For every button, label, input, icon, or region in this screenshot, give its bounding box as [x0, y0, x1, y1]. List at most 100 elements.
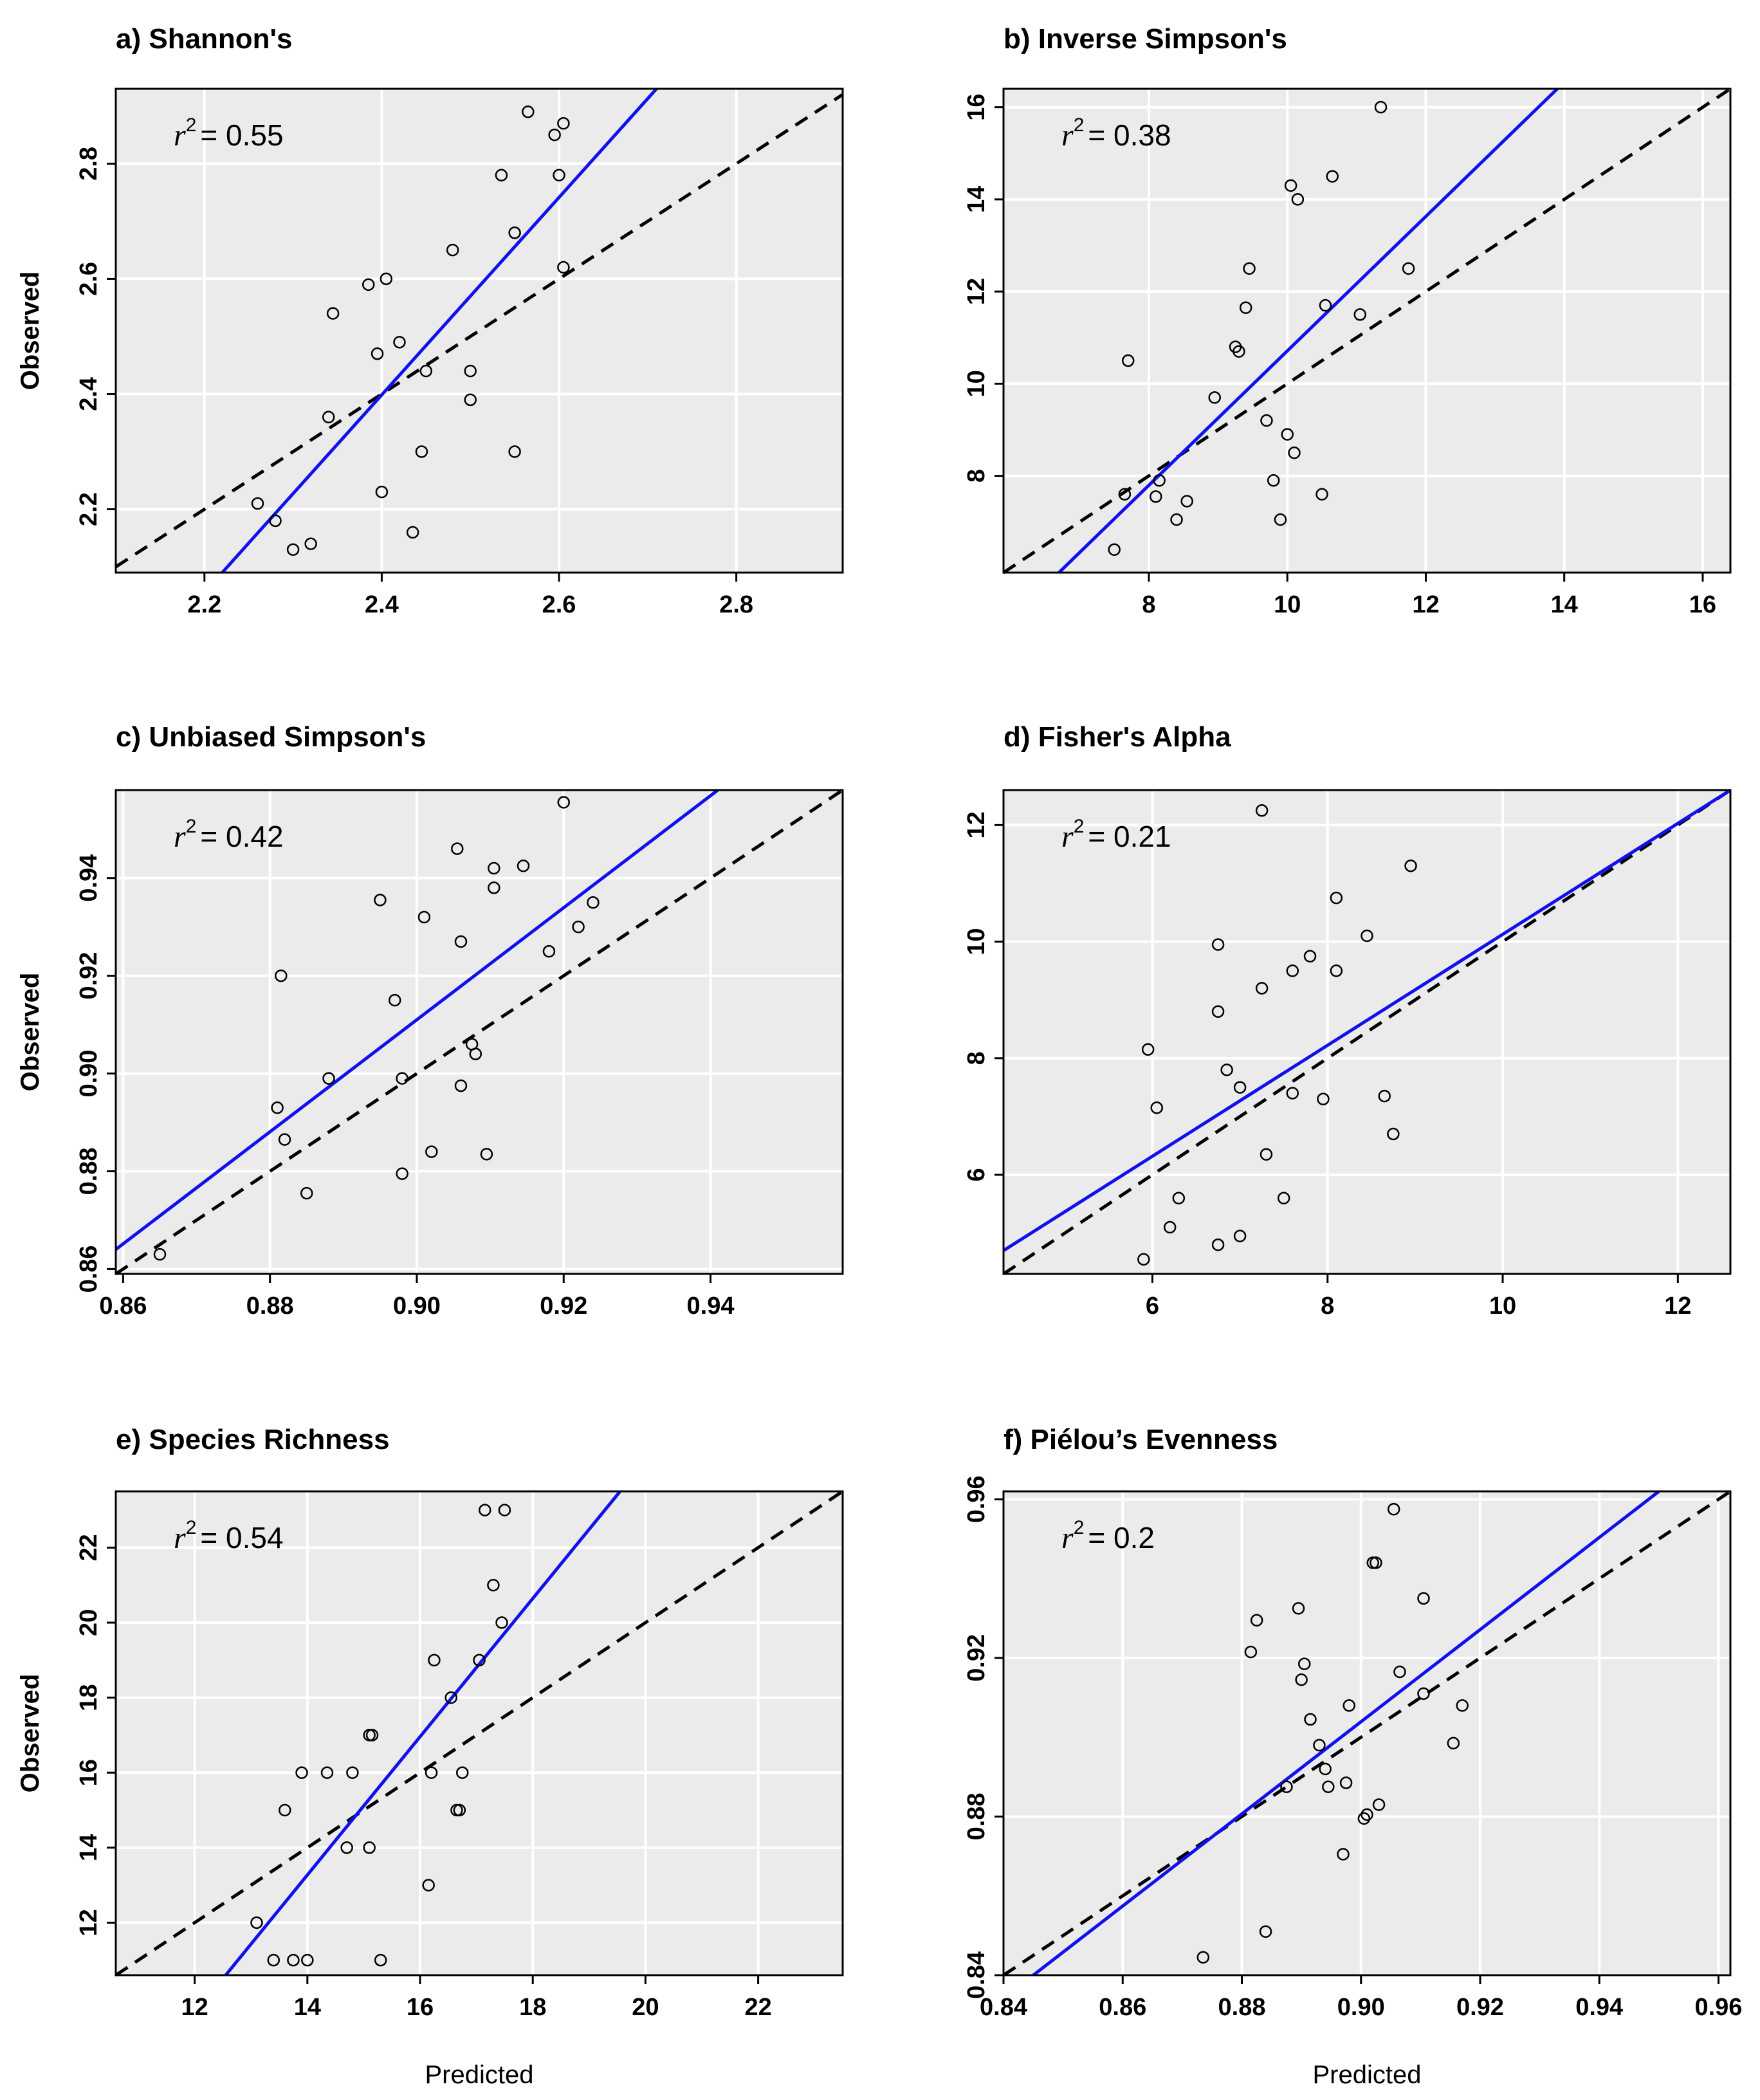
panel-f-x-tick-label-1: 0.86 — [1099, 1994, 1146, 2021]
panel-f-x-axis-label: Predicted — [1313, 2061, 1422, 2089]
panel-f-point-12 — [1337, 1848, 1350, 1861]
panel-c-y-tick-label-1: 0.88 — [75, 1148, 102, 1195]
panel-f-point-24 — [1456, 1699, 1469, 1712]
panel-c-point-0 — [153, 1248, 167, 1261]
panel-f-frame — [1002, 1490, 1732, 1976]
panel-c-point-20 — [517, 859, 530, 872]
panel-e-point-14 — [425, 1766, 438, 1779]
panel-c-r2-label: r2 = 0.42 — [174, 816, 284, 854]
panel-c-point-13 — [454, 935, 468, 948]
panel-c-point-3 — [278, 1133, 291, 1146]
panel-a-background — [116, 89, 843, 573]
panel-f-point-16 — [1361, 1808, 1373, 1821]
panel-b-y-tick-label-3: 14 — [963, 186, 990, 213]
panel-b-frame — [1002, 88, 1732, 574]
panel-a-point-22 — [553, 169, 565, 182]
panel-b-point-9 — [1233, 345, 1245, 358]
panel-b-point-11 — [1243, 262, 1256, 275]
panel-f-identity-line — [1002, 1489, 1732, 1977]
panel-a-point-6 — [362, 278, 375, 291]
panel-d-x-tick-label-0: 6 — [1146, 1293, 1159, 1320]
panel-b-point-12 — [1260, 414, 1273, 427]
panel-f-title: f) Piélou’s Evenness — [1004, 1424, 1278, 1455]
panel-d-point-12 — [1255, 804, 1269, 817]
panel-a-x-axis: 2.2 2.4 2.6 2.8 — [187, 573, 753, 618]
panel-a-title: a) Shannon's — [116, 23, 292, 55]
panel-e-x-tick-label-1: 14 — [294, 1994, 321, 2021]
panel-c-point-14 — [454, 1079, 468, 1092]
panel-f-x-axis: 0.84 0.86 0.88 0.90 0.92 0.94 0.96 — [980, 1975, 1742, 2021]
panel-d-point-17 — [1303, 950, 1317, 963]
panel-b-point-13 — [1267, 474, 1280, 487]
panel-b-r2-label: r2 = 0.38 — [1061, 115, 1171, 152]
panel-f-r2-label: r2 = 0.2 — [1061, 1517, 1155, 1555]
panel-b-point-21 — [1326, 170, 1339, 183]
panel-a-point-11 — [406, 526, 419, 539]
panel-f-x-tick-label-3: 0.90 — [1337, 1994, 1385, 2021]
panel-c-fit-line — [115, 789, 719, 1251]
panel-c-title: c) Unbiased Simpson's — [116, 721, 426, 753]
panel-d-y-axis: 6 8 10 12 — [963, 811, 1004, 1182]
panel-d-point-6 — [1211, 1005, 1225, 1018]
panel-b-point-7 — [1208, 391, 1221, 404]
panel-d-y-tick-label-0: 6 — [963, 1168, 990, 1181]
panel-b-x-tick-label-2: 12 — [1412, 591, 1439, 618]
panel-e-x-tick-label-5: 22 — [744, 1994, 771, 2021]
panel-c-point-6 — [374, 894, 387, 907]
panel-c-x-tick-label-0: 0.86 — [99, 1293, 147, 1320]
panel-a-point-10 — [393, 336, 406, 349]
panel-e-point-3 — [287, 1953, 300, 1967]
panel-e-fit-line — [224, 1490, 621, 1976]
panel-d-point-22 — [1378, 1089, 1391, 1103]
panel-a-y-tick-label-3: 2.8 — [75, 147, 102, 181]
panel-e-x-axis-label: Predicted — [425, 2061, 534, 2089]
panel-f-x-tick-label-2: 0.88 — [1218, 1994, 1266, 2021]
panel-a-y-tick-label-2: 2.6 — [75, 262, 102, 296]
panel-d-point-2 — [1150, 1101, 1164, 1114]
panel-f-point-8 — [1304, 1713, 1317, 1726]
panel-c-x-tick-label-1: 0.88 — [246, 1293, 294, 1320]
panel-c-point-1 — [271, 1101, 284, 1114]
panel-b-point-2 — [1121, 354, 1135, 367]
panel-e-point-4 — [295, 1766, 308, 1779]
panel-a-point-17 — [495, 169, 508, 182]
panel-f-point-9 — [1313, 1738, 1326, 1752]
panel-e-point-20 — [473, 1653, 486, 1667]
panel-f-point-7 — [1297, 1657, 1311, 1670]
panel-a-y-axis: 2.2 2.4 2.6 2.8 — [75, 147, 116, 526]
panel-e-point-24 — [498, 1504, 511, 1516]
panel-b-point-4 — [1153, 474, 1166, 487]
panel-c-y-axis: 0.86 0.88 0.90 0.92 0.94 — [75, 854, 116, 1293]
panel-d-point-24 — [1404, 860, 1417, 872]
panel-b-x-tick-label-3: 14 — [1551, 591, 1578, 618]
panel-d-point-19 — [1330, 891, 1343, 905]
panel-d-points — [1137, 804, 1417, 1266]
panel-f-x-tick-label-6: 0.96 — [1694, 1994, 1742, 2021]
panel-c-points — [153, 796, 600, 1261]
panel-d-point-15 — [1286, 964, 1299, 977]
panel-c-frame — [115, 789, 844, 1275]
panel-c-y-tick-label-3: 0.92 — [75, 952, 102, 1000]
panel-a-point-9 — [380, 272, 393, 286]
panel-f-fit-line — [1032, 1490, 1660, 1976]
panel-a-point-18 — [508, 445, 521, 458]
panel-e-title: e) Species Richness — [116, 1424, 390, 1455]
panel-a-r2-label: r2 = 0.55 — [174, 115, 284, 152]
panel-d-r2-label: r2 = 0.21 — [1061, 816, 1171, 854]
panel-f-point-3 — [1259, 1925, 1272, 1938]
panel-a-points — [251, 106, 570, 556]
panel-f-point-0 — [1196, 1951, 1210, 1964]
panel-b-y-axis: 8 10 12 14 16 — [963, 94, 1004, 483]
panel-f-point-4 — [1280, 1780, 1293, 1793]
panel-d-identity-line — [1002, 788, 1732, 1276]
panel-d-y-tick-label-1: 8 — [963, 1051, 990, 1065]
panel-a-point-2 — [286, 543, 300, 556]
panel-f-point-25 — [1447, 1736, 1460, 1750]
panel-d-point-0 — [1137, 1253, 1150, 1266]
panel-f-point-11 — [1322, 1780, 1335, 1793]
panel-c-point-7 — [388, 993, 401, 1007]
panel-e-x-tick-label-4: 20 — [632, 1994, 659, 2021]
panel-e-y-tick-label-0: 12 — [75, 1909, 102, 1936]
panel-b-point-19 — [1315, 488, 1328, 501]
